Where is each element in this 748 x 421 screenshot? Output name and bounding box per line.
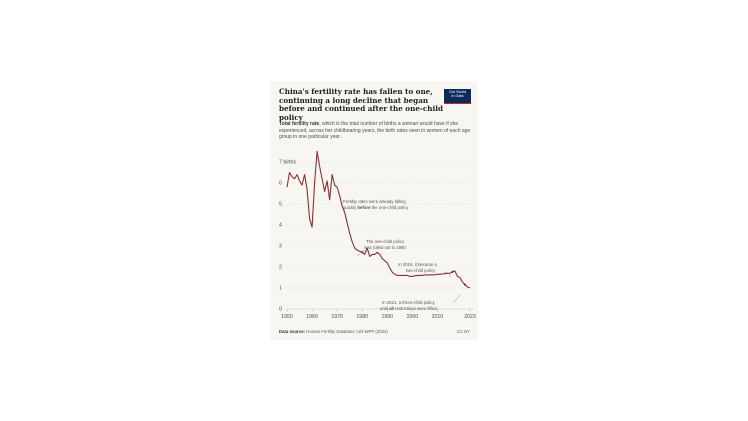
annotation-one-child: The one-child policy was rolled out in 1… [364,239,406,250]
x-tick-label: 1950 [281,314,293,320]
x-tick-label: 1990 [382,314,394,320]
y-tick-label: 2 [279,265,282,271]
annotation-connector-2021 [452,293,461,303]
y-tick-label: 7 births [279,160,296,166]
license-link[interactable]: CC BY [456,329,470,334]
marker-1980[interactable] [361,251,364,254]
y-axis-ticks: 0 1 2 3 4 5 6 7 births [279,160,296,313]
data-source: Data source: Human Fertility Database; U… [279,329,388,334]
annotation-connector-2016 [443,271,452,278]
subtitle-bold: Total fertility rate [279,121,320,127]
annotation-pre-policy: Fertility rates were already falling qui… [343,199,409,210]
x-tick-label: 1980 [356,314,368,320]
marker-2021[interactable] [463,283,467,286]
marker-2016[interactable] [451,270,454,273]
chart-title: China's fertility rate has fallen to one… [279,87,443,122]
y-tick-label: 0 [279,307,282,313]
y-tick-label: 6 [279,181,282,187]
annotation-two-child: In 2016, it became a two-child policy [398,262,438,273]
source-text: Human Fertility Database; UN WPP (2024) [306,329,388,334]
series-line-china[interactable] [286,151,471,289]
source-label: Data source: [279,329,306,334]
annotation-connector-1980 [357,249,369,257]
chart-card: China's fertility rate has fallen to one… [270,81,478,340]
annotations: Fertility rates were already falling qui… [343,199,461,311]
x-tick-label: 1960 [306,314,318,320]
y-tick-label: 4 [279,223,282,229]
chart-subtitle: Total fertility rate, which is the total… [279,121,473,141]
logo-line-2: in Data [451,94,464,99]
x-tick-label: 2000 [407,314,419,320]
logo-line-1: Our World [448,90,467,94]
grid-lines [287,161,474,310]
y-tick-label: 5 [279,202,282,208]
y-tick-label: 3 [279,244,282,250]
x-tick-label: 2023 [464,314,476,320]
x-axis-ticks: 1950 1960 1970 1980 1990 2000 2010 2023 [281,309,476,320]
x-tick-label: 1970 [331,314,343,320]
line-chart: 0 1 2 3 4 5 6 7 births 1950 1960 1970 1980 1990 2000… [279,151,476,320]
subtitle-rest: , which is the total number of births a … [279,121,471,141]
owid-logo[interactable]: Our World in Data [444,89,471,104]
x-tick-label: 2010 [432,314,444,320]
y-tick-label: 1 [279,286,282,292]
annotation-three-child: In 2021, a three-child policy, until all… [380,300,437,311]
